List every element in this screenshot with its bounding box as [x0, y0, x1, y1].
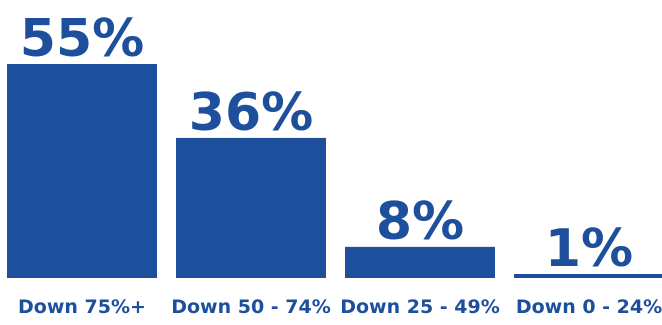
bars-group — [7, 64, 662, 278]
bar-1 — [7, 64, 157, 278]
bar-3 — [345, 246, 495, 278]
value-label-3: 8% — [376, 192, 464, 252]
value-label-2: 36% — [189, 83, 313, 143]
category-label-4: Down 0 - 24% — [516, 296, 662, 318]
value-label-1: 55% — [20, 9, 144, 69]
bar-4 — [514, 274, 662, 278]
bar-2 — [176, 137, 326, 278]
value-label-4: 1% — [545, 219, 633, 279]
category-label-1: Down 75%+ — [18, 296, 146, 318]
value-labels-group: 55% 36% 8% 1% — [20, 9, 633, 279]
category-label-2: Down 50 - 74% — [171, 296, 331, 318]
category-labels-group: Down 75%+ Down 50 - 74% Down 25 - 49% Down … — [18, 296, 662, 318]
category-label-3: Down 25 - 49% — [340, 296, 500, 318]
